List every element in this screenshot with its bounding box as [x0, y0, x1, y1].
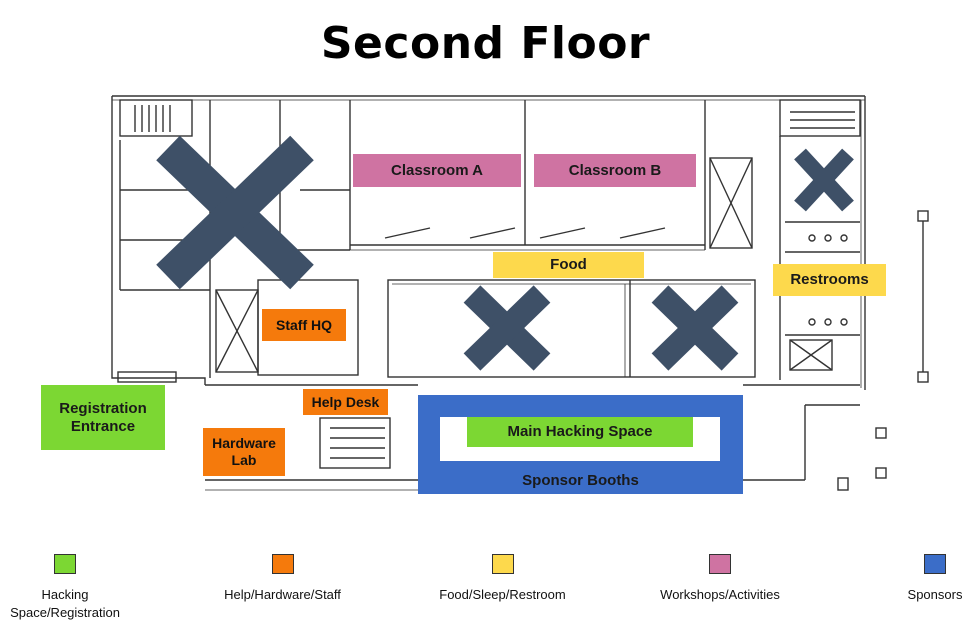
- legend-item-food: Food/Sleep/Restroom: [420, 554, 585, 604]
- legend-swatch: [709, 554, 731, 574]
- legend-label: Help/Hardware/Staff: [224, 587, 341, 602]
- legend-item-workshops: Workshops/Activities: [640, 554, 800, 604]
- help-desk-label: Help Desk: [303, 389, 388, 415]
- legend-label: Hacking Space/Registration: [10, 587, 120, 620]
- classroom-a-label: Classroom A: [353, 154, 521, 187]
- legend-item-sponsors: Sponsors: [890, 554, 971, 604]
- main-hacking-space-label: Main Hacking Space: [467, 417, 693, 447]
- registration-entrance-label: Registration Entrance: [41, 385, 165, 450]
- legend-swatch: [271, 554, 294, 574]
- legend-swatch: [54, 554, 76, 574]
- legend-item-hacking: Hacking Space/Registration: [0, 554, 130, 621]
- legend-label: Food/Sleep/Restroom: [439, 587, 566, 602]
- restrooms-label: Restrooms: [773, 264, 886, 296]
- closed-area-x-icon: [463, 285, 551, 371]
- sponsor-booths-label: Sponsor Booths: [522, 471, 639, 489]
- closed-area-x-icon: [651, 285, 739, 371]
- closed-area-x-icon: [156, 135, 314, 290]
- legend-swatch: [491, 554, 514, 574]
- hardware-lab-label: Hardware Lab: [203, 428, 285, 476]
- legend-swatch: [924, 554, 946, 574]
- legend-label: Workshops/Activities: [660, 587, 780, 602]
- food-label: Food: [493, 252, 644, 278]
- staff-hq-label: Staff HQ: [262, 309, 346, 341]
- page-title: Second Floor: [320, 18, 651, 69]
- classroom-b-label: Classroom B: [534, 154, 696, 187]
- legend-label: Sponsors: [907, 587, 963, 602]
- legend-item-staff: Help/Hardware/Staff: [205, 554, 360, 604]
- closed-area-x-icon: [794, 148, 854, 212]
